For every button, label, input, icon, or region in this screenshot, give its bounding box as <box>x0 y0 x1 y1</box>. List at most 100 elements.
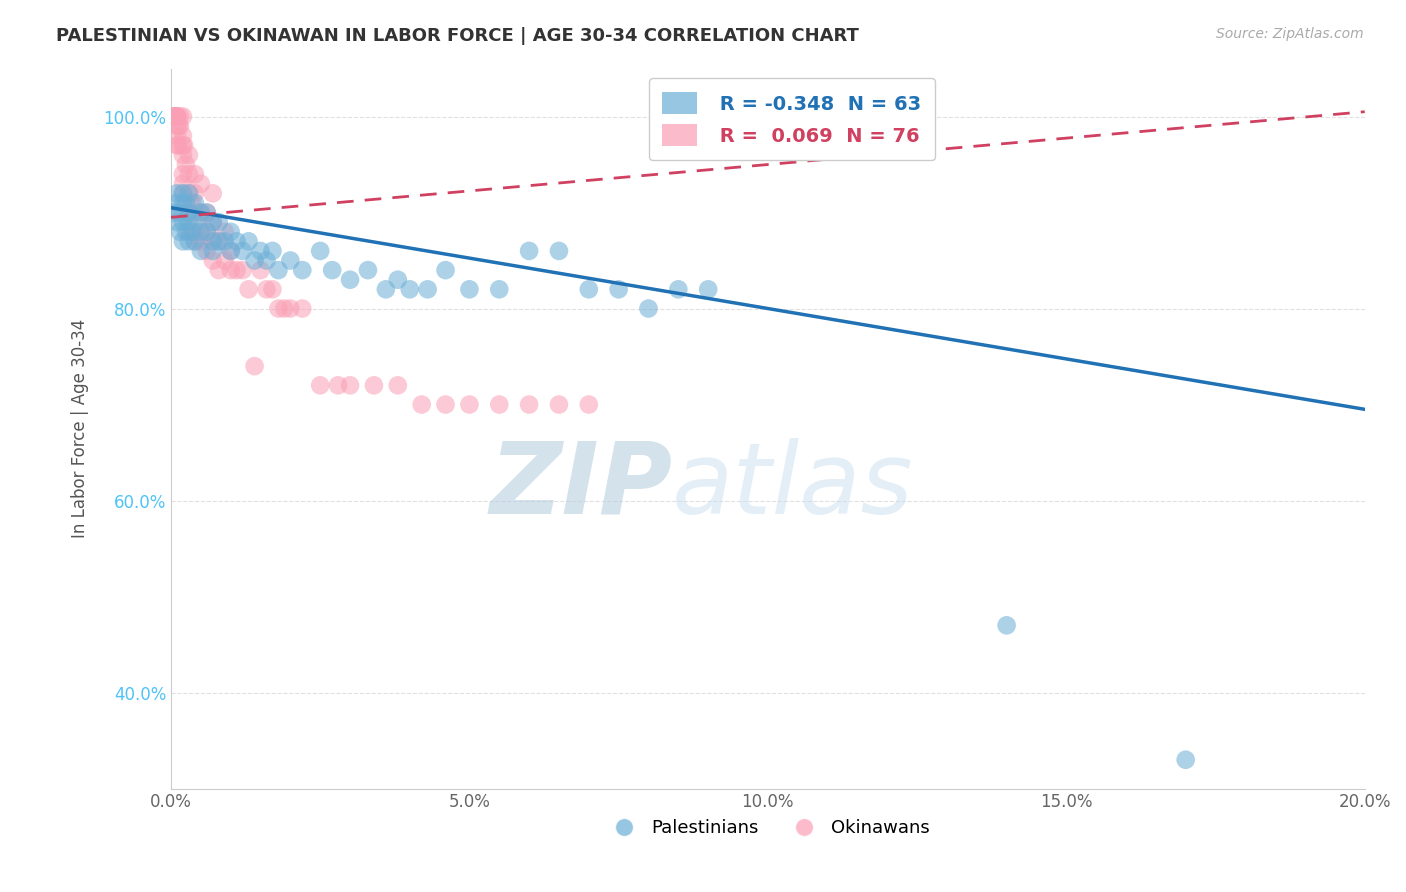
Point <box>172 148 194 162</box>
Point <box>184 195 207 210</box>
Point <box>225 235 247 249</box>
Point <box>309 378 332 392</box>
Point <box>184 186 207 201</box>
Point <box>208 263 231 277</box>
Point <box>398 282 420 296</box>
Point <box>387 378 409 392</box>
Point <box>174 225 197 239</box>
Point <box>280 301 302 316</box>
Point <box>180 195 202 210</box>
Point <box>195 244 218 258</box>
Point <box>219 225 242 239</box>
Point <box>225 263 247 277</box>
Point <box>256 282 278 296</box>
Point <box>166 128 188 143</box>
Point <box>166 110 188 124</box>
Point <box>169 205 191 219</box>
Point <box>184 225 207 239</box>
Point <box>172 138 194 153</box>
Point <box>578 398 600 412</box>
Point <box>357 263 380 277</box>
Point <box>177 205 200 219</box>
Point <box>517 244 540 258</box>
Point <box>172 177 194 191</box>
Point <box>172 110 194 124</box>
Point <box>201 253 224 268</box>
Point <box>256 253 278 268</box>
Point <box>184 167 207 181</box>
Point <box>172 215 194 229</box>
Point <box>169 110 191 124</box>
Point <box>167 119 190 133</box>
Point <box>195 205 218 219</box>
Point <box>411 398 433 412</box>
Point <box>190 244 212 258</box>
Point <box>174 157 197 171</box>
Point <box>374 282 396 296</box>
Point <box>163 205 186 219</box>
Point <box>208 235 231 249</box>
Point <box>195 205 218 219</box>
Point <box>177 205 200 219</box>
Point <box>262 282 284 296</box>
Point <box>201 235 224 249</box>
Point <box>416 282 439 296</box>
Point <box>174 195 197 210</box>
Point <box>184 235 207 249</box>
Point <box>273 301 295 316</box>
Point <box>1174 753 1197 767</box>
Point <box>238 282 260 296</box>
Point <box>184 235 207 249</box>
Point <box>232 244 254 258</box>
Point <box>166 110 188 124</box>
Legend: Palestinians, Okinawans: Palestinians, Okinawans <box>599 812 936 845</box>
Point <box>177 225 200 239</box>
Point <box>201 215 224 229</box>
Point <box>458 398 481 412</box>
Point <box>172 235 194 249</box>
Point <box>208 235 231 249</box>
Point <box>177 215 200 229</box>
Point <box>243 359 266 373</box>
Point <box>190 225 212 239</box>
Point <box>195 225 218 239</box>
Point <box>190 205 212 219</box>
Text: ZIP: ZIP <box>489 438 672 534</box>
Point <box>262 244 284 258</box>
Point <box>177 186 200 201</box>
Text: atlas: atlas <box>672 438 914 534</box>
Point <box>195 225 218 239</box>
Point <box>249 263 271 277</box>
Point <box>434 398 457 412</box>
Point <box>180 225 202 239</box>
Point <box>488 282 510 296</box>
Point <box>166 110 188 124</box>
Point <box>166 119 188 133</box>
Point <box>177 186 200 201</box>
Point <box>309 244 332 258</box>
Point <box>177 148 200 162</box>
Point <box>190 205 212 219</box>
Point <box>177 167 200 181</box>
Point <box>291 301 314 316</box>
Point <box>201 235 224 249</box>
Point <box>166 110 188 124</box>
Point <box>214 225 236 239</box>
Point <box>219 244 242 258</box>
Point <box>214 253 236 268</box>
Point <box>232 263 254 277</box>
Point <box>165 110 187 124</box>
Point <box>167 138 190 153</box>
Text: PALESTINIAN VS OKINAWAN IN LABOR FORCE | AGE 30-34 CORRELATION CHART: PALESTINIAN VS OKINAWAN IN LABOR FORCE |… <box>56 27 859 45</box>
Point <box>321 263 343 277</box>
Point <box>219 263 242 277</box>
Point <box>163 110 186 124</box>
Point <box>637 301 659 316</box>
Point <box>166 138 188 153</box>
Point <box>173 138 195 153</box>
Point <box>214 235 236 249</box>
Point <box>172 128 194 143</box>
Point <box>163 110 186 124</box>
Point <box>208 215 231 229</box>
Point <box>177 235 200 249</box>
